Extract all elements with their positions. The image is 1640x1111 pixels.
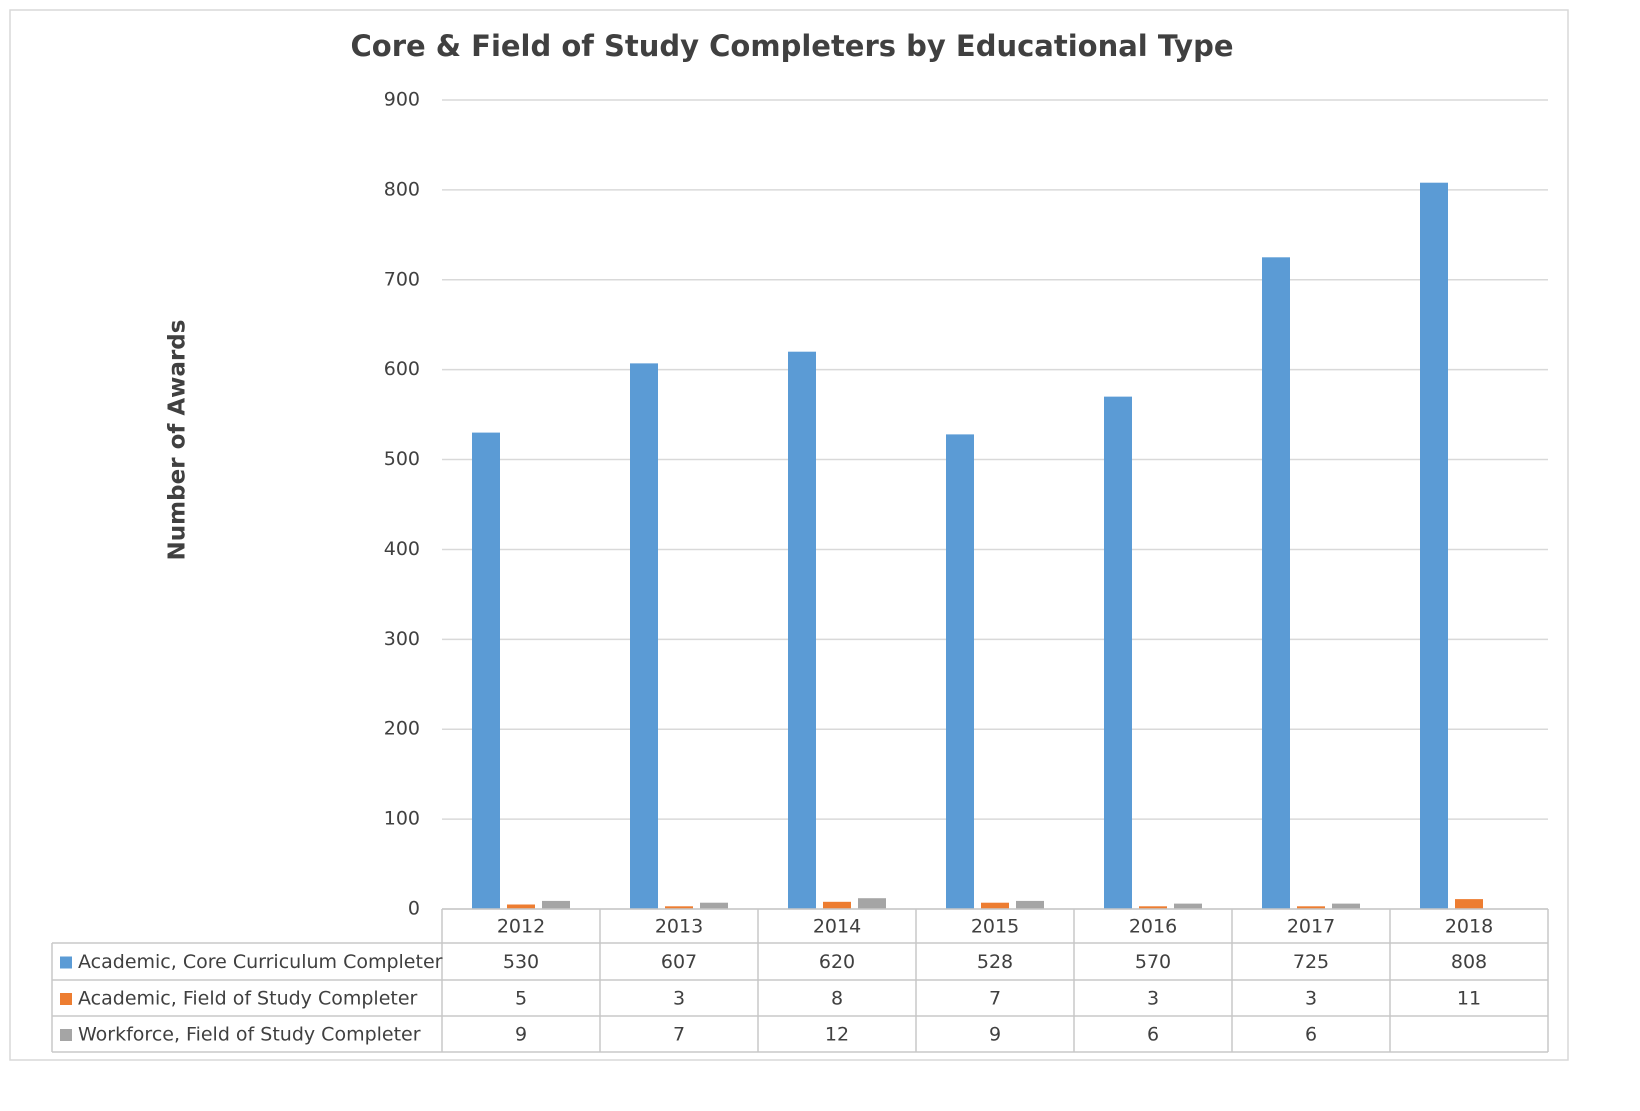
table-value: 9 [515, 1024, 527, 1046]
table-value: 3 [1147, 988, 1159, 1010]
table-value: 725 [1293, 951, 1329, 973]
bar [1174, 903, 1202, 909]
bar [507, 904, 535, 909]
x-tick-label: 2016 [1129, 916, 1177, 938]
bar [823, 901, 851, 909]
x-tick-label: 2017 [1287, 916, 1335, 938]
table-value: 620 [819, 951, 855, 973]
y-tick-label: 300 [384, 628, 420, 650]
legend-label: Workforce, Field of Study Completer [78, 1024, 421, 1046]
y-tick-label: 400 [384, 538, 420, 560]
bar [542, 900, 570, 909]
table-value: 6 [1305, 1024, 1317, 1046]
bar [1455, 899, 1483, 909]
chart-title: Core & Field of Study Completers by Educ… [350, 29, 1233, 63]
x-tick-label: 2018 [1445, 916, 1493, 938]
table-value: 528 [977, 951, 1013, 973]
y-tick-label: 100 [384, 808, 420, 830]
x-tick-label: 2012 [497, 916, 545, 938]
bar [1297, 906, 1325, 909]
legend-key [60, 956, 72, 969]
table-value: 11 [1457, 988, 1481, 1010]
table-value: 3 [673, 988, 685, 1010]
table-value: 9 [989, 1024, 1001, 1046]
bar [981, 902, 1009, 909]
legend-key [60, 1029, 72, 1041]
bar [472, 432, 500, 909]
bar [1332, 903, 1360, 909]
table-value: 12 [825, 1024, 849, 1046]
table-value: 7 [989, 988, 1001, 1010]
bar [700, 902, 728, 909]
table-value: 808 [1451, 951, 1487, 973]
y-tick-label: 600 [384, 358, 420, 380]
x-tick-label: 2014 [813, 916, 861, 938]
bar [1262, 257, 1290, 909]
bar [946, 434, 974, 909]
table-value: 5 [515, 988, 527, 1010]
bar [1139, 906, 1167, 909]
bar [665, 906, 693, 909]
y-tick-label: 0 [408, 898, 420, 920]
table-value: 607 [661, 951, 697, 973]
x-tick-label: 2013 [655, 916, 703, 938]
table-value: 570 [1135, 951, 1171, 973]
y-tick-label: 900 [384, 89, 420, 111]
bar [788, 351, 816, 909]
legend-key [60, 993, 72, 1005]
table-value: 6 [1147, 1024, 1159, 1046]
bar [1104, 396, 1132, 910]
table-value: 530 [503, 951, 539, 973]
x-tick-label: 2015 [971, 916, 1019, 938]
bar [1420, 182, 1448, 910]
y-tick-label: 800 [384, 178, 420, 200]
table-value: 8 [831, 988, 843, 1010]
legend-label: Academic, Field of Study Completer [78, 988, 418, 1010]
legend-label: Academic, Core Curriculum Completer [78, 951, 443, 973]
y-axis-title: Number of Awards [165, 320, 191, 561]
bar [1016, 900, 1044, 909]
y-tick-label: 700 [384, 268, 420, 290]
table-value: 7 [673, 1024, 685, 1046]
y-tick-label: 200 [384, 718, 420, 740]
y-tick-label: 500 [384, 448, 420, 470]
bar [858, 898, 886, 909]
table-value: 3 [1305, 988, 1317, 1010]
bar [630, 363, 658, 909]
